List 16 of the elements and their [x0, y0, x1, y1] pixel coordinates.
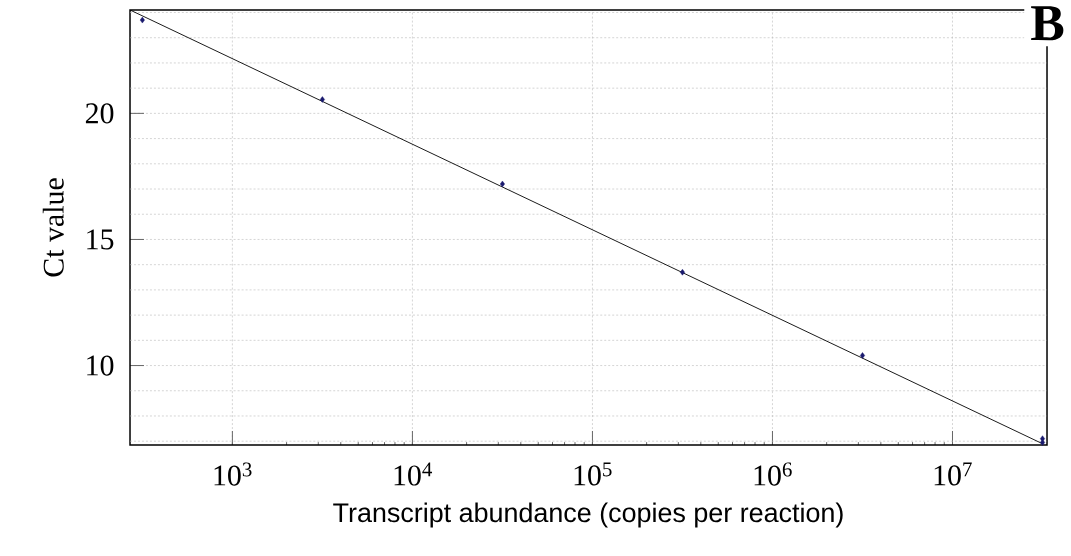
y-tick-label: 15 — [87, 229, 114, 250]
point — [139, 16, 145, 24]
annotation: B — [1031, 6, 1064, 41]
y-tick-label: 10 — [87, 355, 114, 376]
x-tick-label: 10$^{5}$ — [574, 462, 612, 486]
point — [860, 352, 865, 359]
y-tick-label: 20 — [85, 103, 114, 124]
x-tick-label: 10$^{6}$ — [754, 462, 792, 486]
x-tick-label: 10$^{7}$ — [934, 462, 972, 486]
point — [319, 96, 325, 103]
y-axis-title: Ct value — [42, 178, 64, 277]
x-tick-label: 10$^{3}$ — [214, 462, 252, 486]
x-axis-title: Transcript abundance (copies per reaction) — [333, 502, 843, 528]
point — [680, 269, 685, 276]
x-tick-label: 10$^{4}$ — [394, 462, 433, 486]
point — [499, 180, 505, 188]
